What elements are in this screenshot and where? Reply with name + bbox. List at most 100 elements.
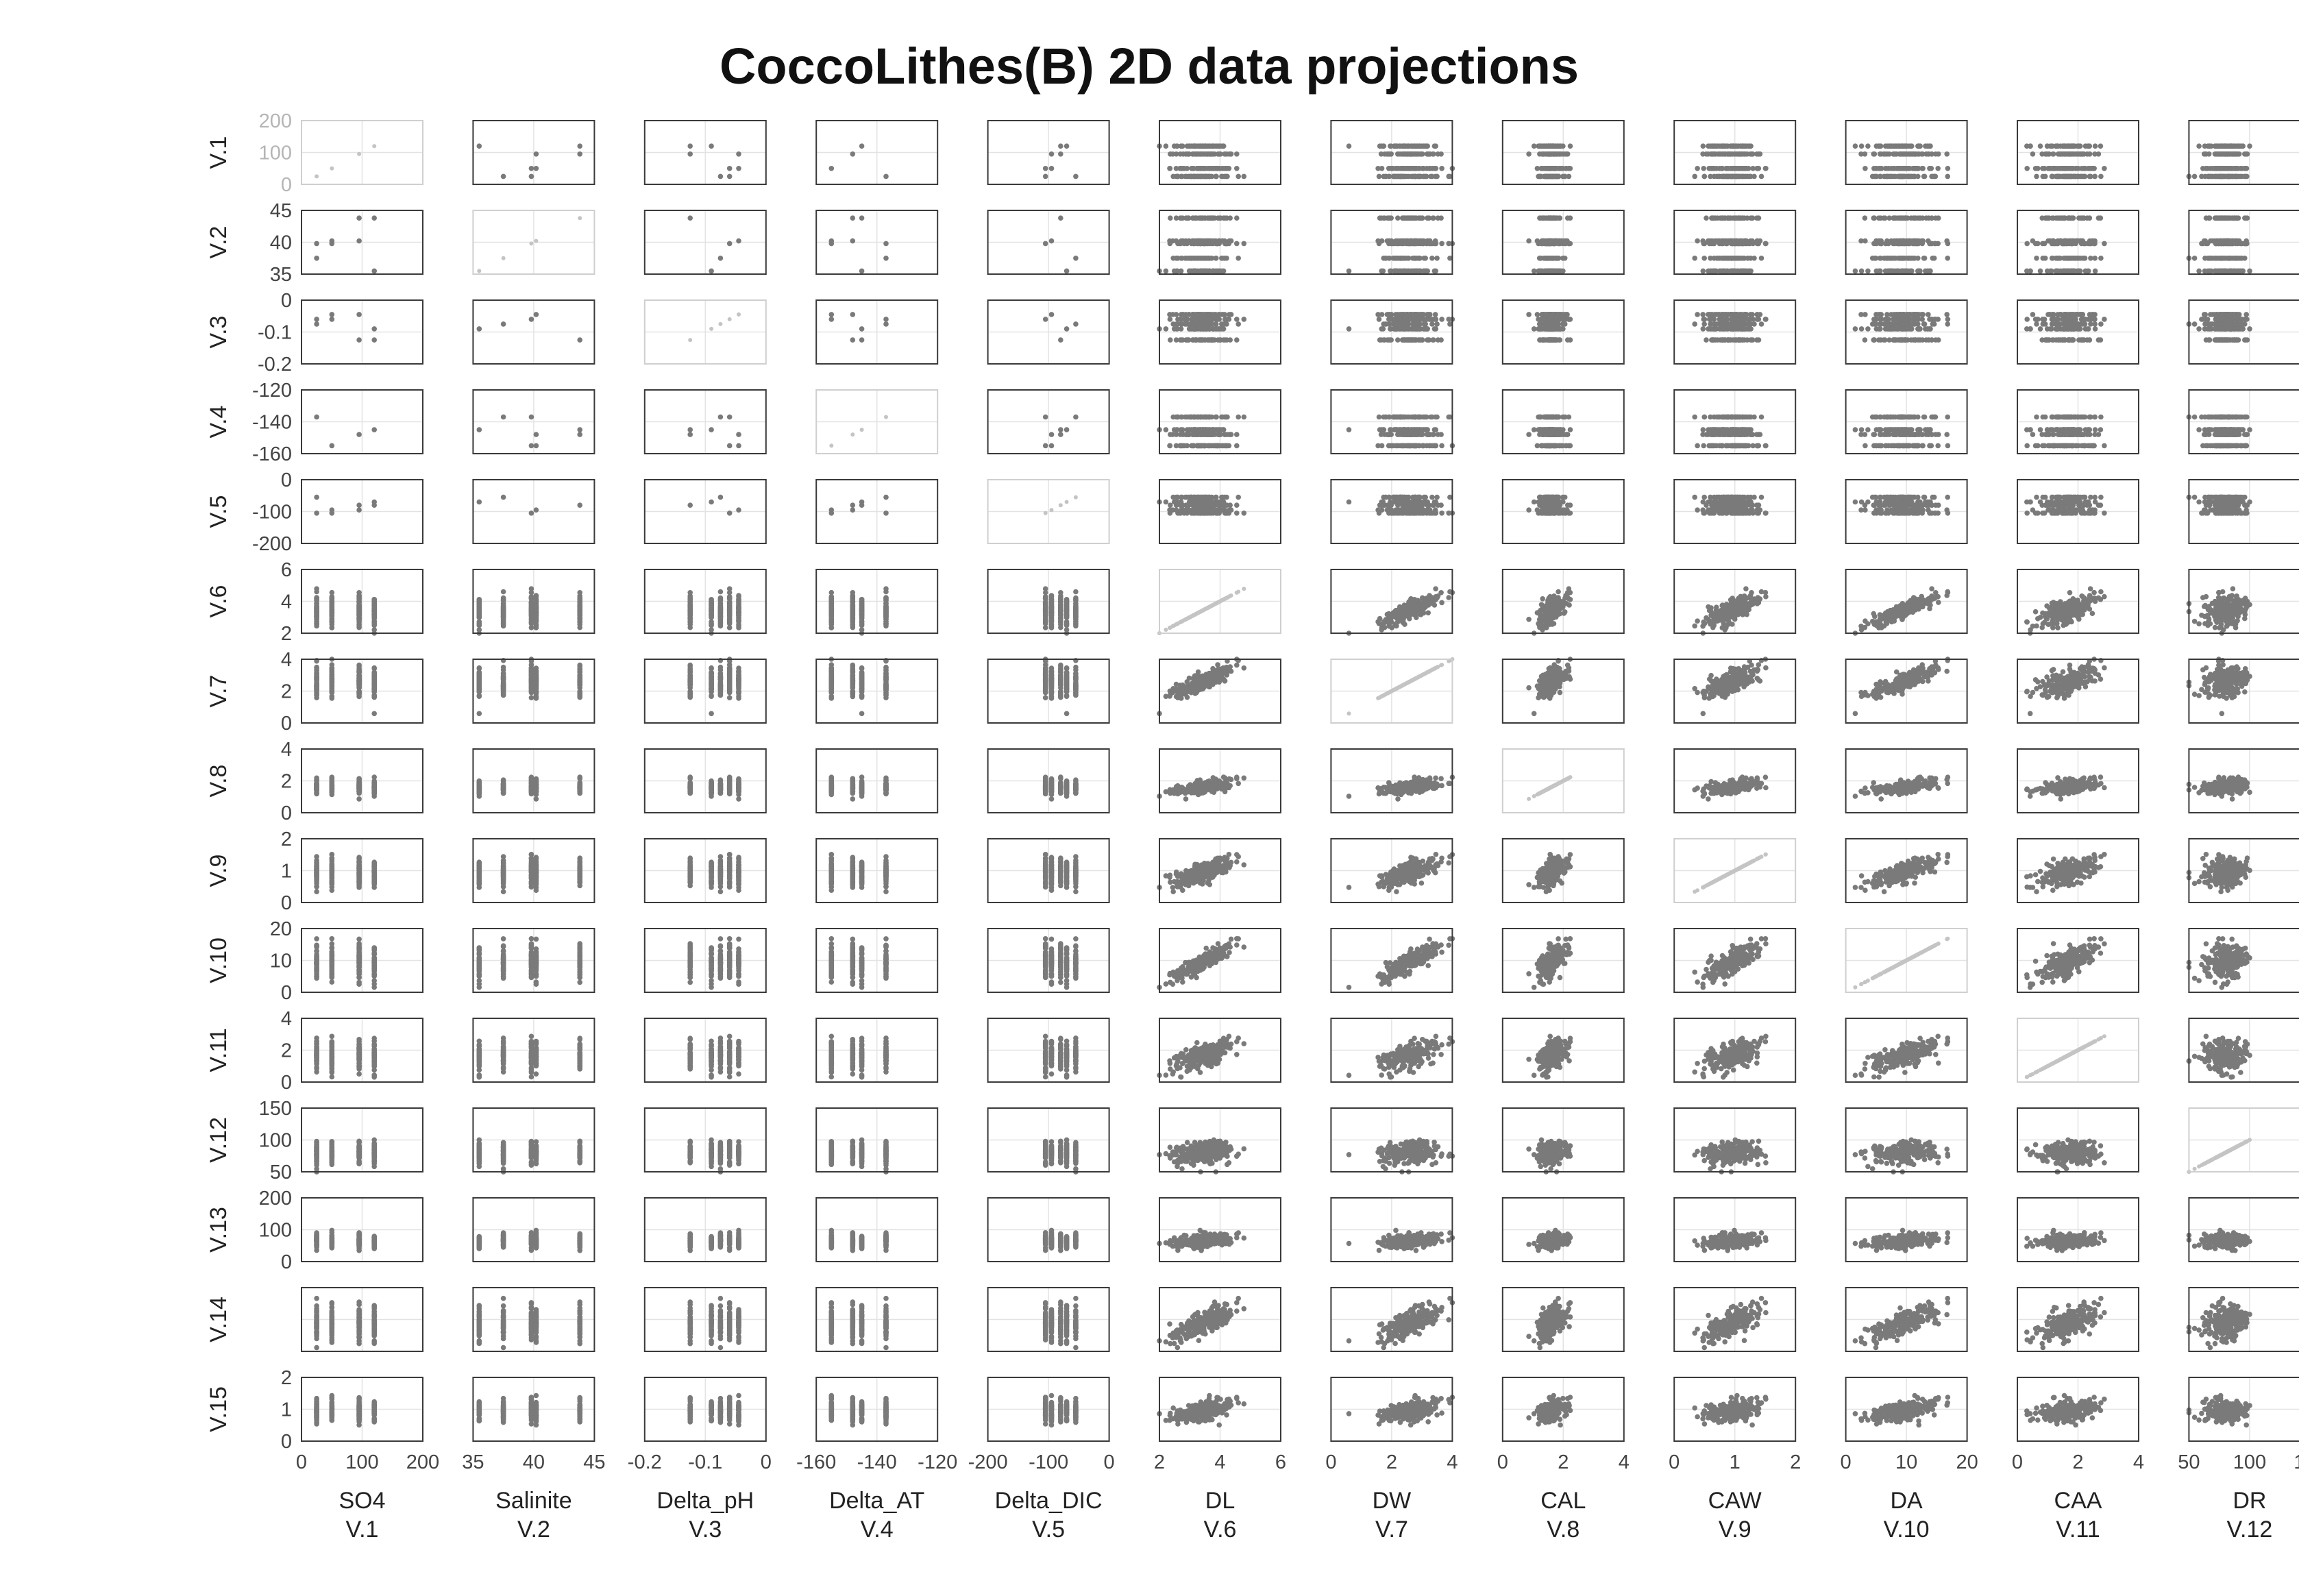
data-point xyxy=(1731,269,1736,274)
data-point xyxy=(1945,256,1950,261)
data-point xyxy=(1168,151,1173,157)
data-point xyxy=(859,337,865,343)
data-point xyxy=(687,151,693,157)
data-point xyxy=(2030,151,2036,157)
data-point xyxy=(1207,166,1212,171)
data-point xyxy=(1381,269,1386,274)
data-point xyxy=(2038,143,2043,149)
data-point xyxy=(1058,337,1064,343)
cell-V.1-V.2 xyxy=(473,121,594,184)
data-point xyxy=(1945,174,1950,180)
data-point xyxy=(1043,317,1048,322)
data-point xyxy=(1886,215,1892,221)
data-point xyxy=(1397,317,1402,322)
data-point xyxy=(1222,238,1227,244)
data-point xyxy=(1712,238,1718,244)
data-point xyxy=(2243,215,2249,221)
data-point xyxy=(1227,337,1233,343)
data-point xyxy=(1049,166,1055,171)
cell-V.1-V.3 xyxy=(645,121,766,184)
data-point xyxy=(1190,166,1196,171)
data-point xyxy=(1715,215,1721,221)
data-point xyxy=(1729,256,1734,261)
data-point xyxy=(1702,174,1708,180)
cell-V.2-V.1 xyxy=(302,210,423,274)
data-point xyxy=(1210,215,1216,221)
data-point xyxy=(1064,269,1070,274)
data-point xyxy=(727,174,733,180)
data-point xyxy=(736,166,741,171)
data-point xyxy=(1429,317,1435,322)
data-point xyxy=(1179,321,1185,327)
data-point xyxy=(2243,238,2249,244)
data-point xyxy=(2063,174,2068,180)
data-point xyxy=(1889,269,1894,274)
data-point xyxy=(2030,238,2036,244)
data-point xyxy=(850,337,856,343)
data-point xyxy=(1168,337,1173,343)
cell-V.3-V.4 xyxy=(816,300,937,364)
data-point xyxy=(1438,215,1444,221)
data-point xyxy=(1695,166,1700,171)
data-point xyxy=(1865,269,1871,274)
data-point xyxy=(2213,143,2218,149)
data-point xyxy=(1704,151,1709,157)
data-point xyxy=(1425,238,1430,244)
data-point xyxy=(578,216,582,220)
data-point xyxy=(1902,215,1908,221)
data-point xyxy=(2092,238,2098,244)
data-point xyxy=(1559,166,1564,171)
data-point xyxy=(2196,269,2202,274)
data-point xyxy=(1425,312,1430,317)
cell-V.2-V.4 xyxy=(816,210,937,274)
data-point xyxy=(1936,151,1941,157)
data-point xyxy=(1555,256,1560,261)
data-point xyxy=(1181,312,1186,317)
data-point xyxy=(1695,238,1700,244)
data-point xyxy=(1178,151,1183,157)
data-point xyxy=(1198,326,1203,332)
data-point xyxy=(1180,337,1185,343)
data-point xyxy=(1708,143,1714,149)
data-point xyxy=(1058,215,1064,221)
data-point xyxy=(1382,151,1388,157)
data-point xyxy=(1546,143,1551,149)
data-point xyxy=(2069,174,2074,180)
data-point xyxy=(1719,151,1725,157)
data-point xyxy=(1700,238,1706,244)
data-point xyxy=(1876,215,1882,221)
data-point xyxy=(1566,174,1572,180)
data-point xyxy=(829,166,835,171)
cell-V.1-V.12 xyxy=(2187,121,2299,184)
cell-V.1-V.8 xyxy=(1503,121,1624,184)
data-point xyxy=(1701,269,1706,274)
data-point xyxy=(1749,151,1754,157)
data-point xyxy=(1218,269,1223,274)
cell-V.1-V.6 xyxy=(1157,121,1281,184)
data-point xyxy=(1862,166,1868,171)
data-point xyxy=(727,166,733,171)
data-point xyxy=(1873,166,1879,171)
data-point xyxy=(1714,166,1719,171)
data-point xyxy=(1912,166,1917,171)
data-point xyxy=(2244,166,2250,171)
cell-V.1-V.5 xyxy=(988,121,1109,184)
data-point xyxy=(501,321,506,327)
data-point xyxy=(1416,256,1421,261)
data-point xyxy=(1913,238,1919,244)
data-point xyxy=(1539,269,1545,274)
data-point xyxy=(534,151,539,157)
data-point xyxy=(1043,166,1048,171)
data-point xyxy=(1881,151,1886,157)
data-point xyxy=(1526,151,1532,157)
data-point xyxy=(1927,166,1932,171)
data-point xyxy=(1539,143,1545,149)
data-point xyxy=(2062,269,2067,274)
data-point xyxy=(1546,151,1551,157)
data-point xyxy=(1175,174,1181,180)
data-point xyxy=(2234,256,2239,261)
data-point xyxy=(1708,174,1713,180)
data-point xyxy=(2102,166,2107,171)
data-point xyxy=(2085,269,2091,274)
data-point xyxy=(1409,269,1414,274)
